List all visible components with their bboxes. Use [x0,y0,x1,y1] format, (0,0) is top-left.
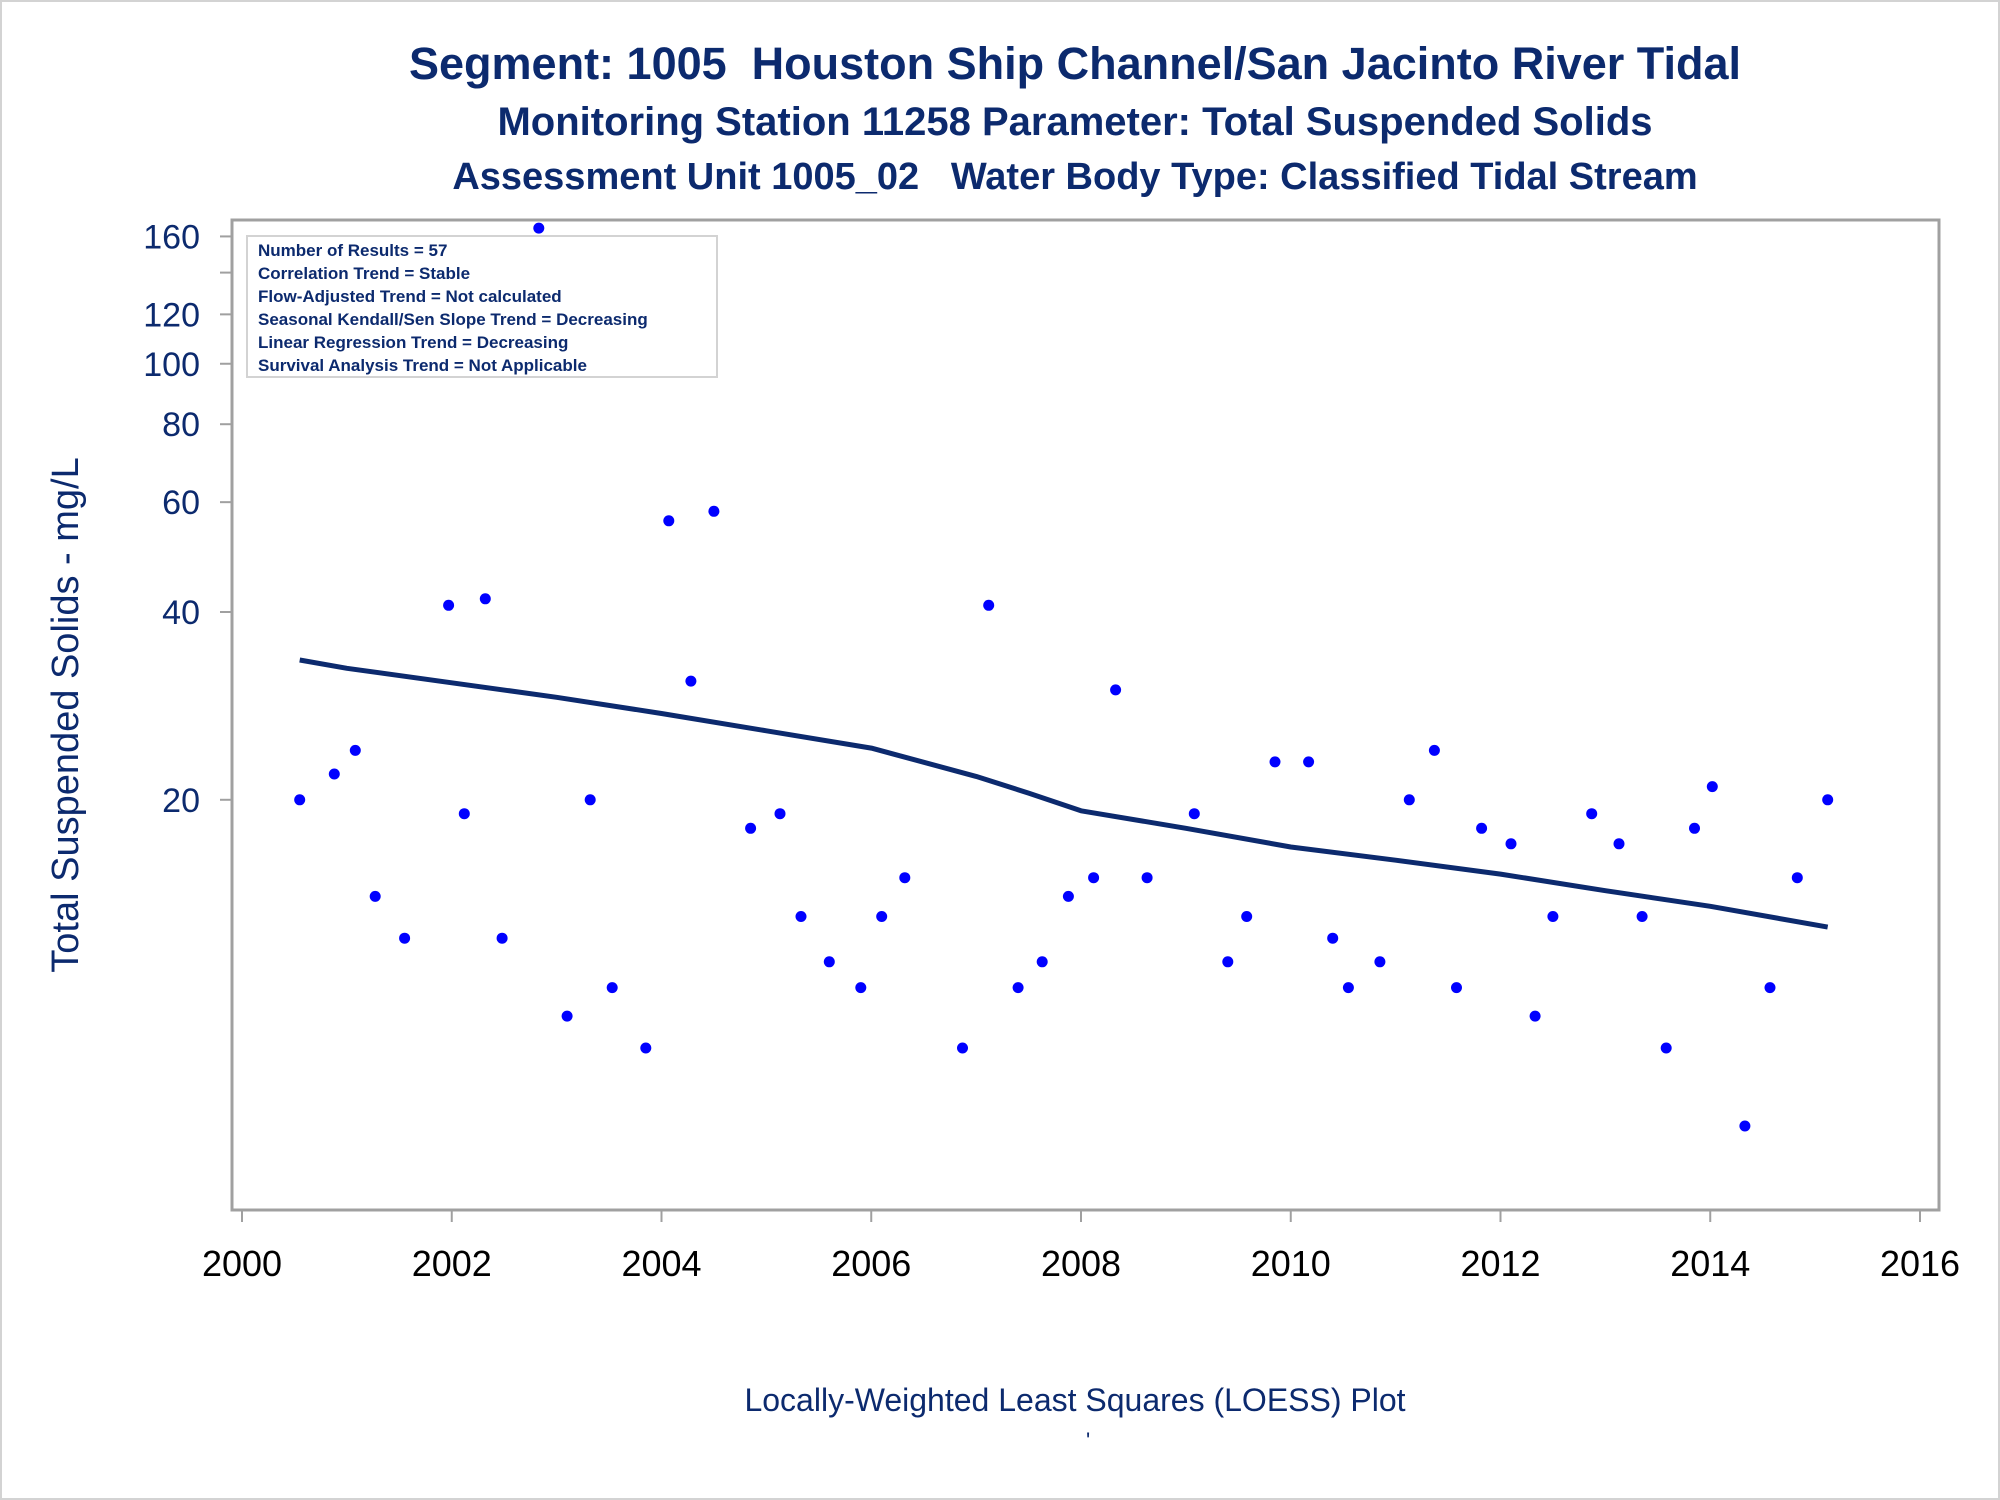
data-point [1342,982,1354,994]
data-point [1505,838,1517,850]
chart-title: Segment: 1005 Houston Ship Channel/San J… [409,38,1741,89]
data-point [1529,1010,1541,1022]
data-point [479,593,491,605]
data-point [1476,822,1488,834]
y-tick-label: 80 [162,406,200,444]
data-point [1403,794,1415,806]
data-point [1689,822,1700,834]
data-point [708,505,720,517]
data-point [458,808,470,820]
x-tick-label: 2016 [1880,1243,1960,1284]
x-tick-label: 2004 [621,1243,701,1284]
data-point [1613,838,1625,850]
x-tick-label: 2014 [1670,1243,1750,1284]
data-point [876,911,888,922]
data-point [584,794,596,806]
chart-subtitle-2: Assessment Unit 1005_02 Water Body Type:… [452,156,1698,198]
y-tick-label: 120 [143,296,200,334]
y-tick-label: 100 [143,346,200,384]
x-tick-label: 2012 [1460,1243,1540,1284]
data-point [1241,911,1253,922]
stats-line: Linear Regression Trend = Decreasing [258,333,568,352]
data-point [1547,911,1559,922]
data-point [328,768,340,780]
stats-line: Correlation Trend = Stable [258,264,470,283]
x-tick-label: 2002 [412,1243,492,1284]
data-point [1303,756,1315,768]
loess-line [299,657,1829,930]
data-point [561,1010,573,1022]
data-point [640,1042,652,1054]
data-point [1062,890,1074,902]
data-point [1374,956,1386,968]
data-marks [294,222,1834,1132]
data-point [1188,808,1200,820]
data-point [1822,794,1834,806]
data-point [855,982,867,994]
y-tick-label: 160 [143,218,200,256]
stats-box: Number of Results = 57 Correlation Trend … [246,235,718,378]
x-tick-label: 2000 [202,1243,282,1284]
data-point [1764,982,1776,994]
stats-line: Flow-Adjusted Trend = Not calculated [258,287,562,306]
data-point [1088,872,1100,884]
x-tick-label: 2010 [1251,1243,1331,1284]
data-point [1269,756,1281,768]
data-point [1428,744,1440,756]
footnote-mark: ' [1086,1428,1091,1453]
data-point [663,515,675,527]
data-point [496,932,508,944]
footnote: Locally-Weighted Least Squares (LOESS) P… [744,1382,1406,1418]
y-tick-label: 20 [162,782,200,820]
data-point [369,890,381,902]
data-point [899,872,911,884]
y-tick-label: 60 [162,484,200,522]
plot-area [230,218,1941,1212]
x-tick-label: 2006 [831,1243,911,1284]
chart-subtitle: Monitoring Station 11258 Parameter: Tota… [497,100,1653,144]
data-point [1012,982,1024,994]
data-point [1451,982,1462,994]
data-point [1660,1042,1672,1054]
data-point [1222,956,1234,968]
stats-line: Survival Analysis Trend = Not Applicable [258,356,587,375]
data-point [1141,872,1153,884]
stats-line: Seasonal Kendall/Sen Slope Trend = Decre… [258,310,648,329]
data-point [443,599,455,611]
data-point [399,932,411,944]
data-point [1791,872,1803,884]
stats-box-border [246,235,718,378]
data-point [1327,932,1339,944]
data-point [1636,911,1648,922]
y-tick-label: 40 [162,594,200,632]
data-point [685,675,697,687]
data-point [533,222,545,234]
data-point [1706,781,1718,793]
data-point [1739,1120,1751,1132]
data-point [983,599,995,611]
data-point [774,808,786,820]
data-point [1036,956,1048,968]
x-tick-label: 2008 [1041,1243,1121,1284]
y-axis-label: Total Suspended Solids - mg/L [45,457,87,972]
data-point [823,956,835,968]
data-point [795,911,807,922]
data-point [294,794,306,806]
stats-line: Number of Results = 57 [258,241,447,260]
axes: 2000 2002 2004 2006 2008 2010 2012 2014 2016 20 40… [143,218,1960,1284]
data-point [1110,684,1122,696]
data-point [1586,808,1598,820]
data-point [745,822,757,834]
data-point [957,1042,968,1054]
data-point [606,982,618,994]
data-point [349,744,361,756]
